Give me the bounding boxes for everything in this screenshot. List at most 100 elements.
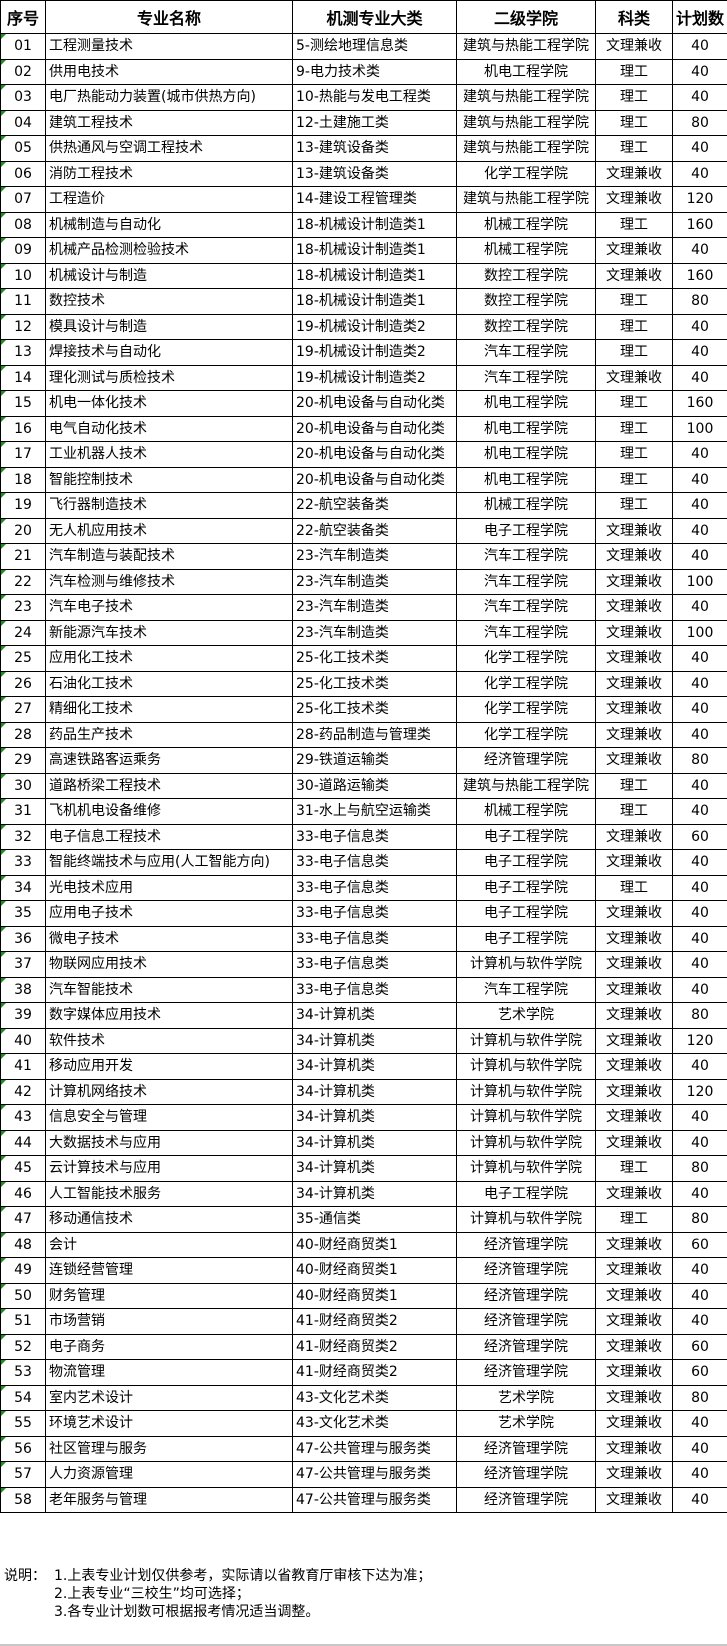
major-name: 社区管理与服务 [45,1435,293,1462]
table-row: 22 汽车检测与维修技术 23-汽车制造类 汽车工程学院 文理兼收 100 [0,568,727,595]
plan-count: 120 [672,186,727,213]
table-row: 50 财务管理 40-财经商贸类1 经济管理学院 文理兼收 40 [0,1282,727,1309]
college: 化学工程学院 [456,721,596,748]
subject-type: 理工 [595,1206,673,1233]
subject-type: 理工 [595,135,673,162]
table-row: 56 社区管理与服务 47-公共管理与服务类 经济管理学院 文理兼收 40 [0,1435,727,1462]
number-as-text-indicator-icon [1,748,6,753]
number-as-text-indicator-icon [1,1156,6,1161]
row-index-text: 10 [14,267,32,284]
table-row: 52 电子商务 41-财经商贸类2 经济管理学院 文理兼收 60 [0,1333,727,1360]
college: 汽车工程学院 [456,594,596,621]
table-row: 37 物联网应用技术 33-电子信息类 计算机与软件学院 文理兼收 40 [0,951,727,978]
college: 机电工程学院 [456,441,596,468]
plan-count: 40 [672,645,727,672]
subject-type: 文理兼收 [595,1486,673,1513]
major-name: 机械设计与制造 [45,262,293,289]
row-index-text: 18 [14,471,32,488]
subject-type: 理工 [595,211,673,238]
row-index: 53 [0,1359,46,1386]
row-index: 41 [0,1053,46,1080]
major-name: 电厂热能动力装置(城市供热方向) [45,84,293,111]
college: 机电工程学院 [456,466,596,493]
number-as-text-indicator-icon [1,1436,6,1442]
notes: 说明： 1.上表专业计划仅供参考，实际请以省教育厅审核下达为准； 2.上表专业“… [4,1567,431,1621]
plan-count: 40 [672,543,727,570]
major-name: 汽车检测与维修技术 [45,568,293,595]
row-index: 48 [0,1231,46,1258]
college: 机电工程学院 [456,390,596,417]
major-name: 会计 [45,1231,293,1258]
row-index: 34 [0,874,46,901]
subject-type: 文理兼收 [595,1461,673,1488]
row-index-text: 09 [14,242,32,259]
major-category: 34-计算机类 [292,1104,457,1131]
major-category: 28-药品制造与管理类 [292,721,457,748]
row-index: 13 [0,339,46,366]
number-as-text-indicator-icon [1,1283,6,1289]
college: 建筑与热能工程学院 [456,135,596,162]
enrollment-plan-table: 序号 专业名称 机测专业大类 二级学院 科类 计划数 01 工程测量技术 5-测绘地… [0,0,727,1513]
table-row: 24 新能源汽车技术 23-汽车制造类 汽车工程学院 文理兼收 100 [0,619,727,646]
row-index: 02 [0,58,46,85]
plan-count: 80 [672,1155,727,1182]
table-row: 29 高速铁路客运乘务 29-铁道运输类 经济管理学院 文理兼收 80 [0,747,727,774]
number-as-text-indicator-icon [1,263,6,269]
college: 电子工程学院 [456,517,596,544]
row-index-text: 48 [14,1236,32,1253]
plan-count: 40 [672,1461,727,1488]
row-index: 46 [0,1180,46,1207]
number-as-text-indicator-icon [1,1181,6,1187]
row-index-text: 08 [14,216,32,233]
number-as-text-indicator-icon [1,1487,6,1493]
major-name: 机械制造与自动化 [45,211,293,238]
major-category: 23-汽车制造类 [292,594,457,621]
row-index-text: 39 [14,1007,32,1024]
row-index-text: 56 [14,1440,32,1457]
number-as-text-indicator-icon [1,416,6,422]
subject-type: 文理兼收 [595,1104,673,1131]
major-category: 23-汽车制造类 [292,543,457,570]
table-row: 49 连锁经营管理 40-财经商贸类1 经济管理学院 文理兼收 40 [0,1257,727,1284]
college: 汽车工程学院 [456,976,596,1003]
plan-count: 160 [672,262,727,289]
number-as-text-indicator-icon [1,1334,6,1340]
row-index-text: 01 [14,38,32,55]
row-index: 32 [0,823,46,850]
major-category: 9-电力技术类 [292,58,457,85]
plan-count: 60 [672,1333,727,1360]
row-index: 42 [0,1078,46,1105]
row-index: 21 [0,543,46,570]
plan-count: 80 [672,109,727,136]
row-index-text: 25 [14,650,32,667]
table-row: 40 软件技术 34-计算机类 计算机与软件学院 文理兼收 120 [0,1027,727,1054]
subject-type: 文理兼收 [595,1410,673,1437]
college: 艺术学院 [456,1002,596,1029]
plan-count: 80 [672,747,727,774]
subject-type: 文理兼收 [595,823,673,850]
number-as-text-indicator-icon [1,595,6,600]
number-as-text-indicator-icon [1,1207,6,1212]
major-category: 19-机械设计制造类2 [292,339,457,366]
number-as-text-indicator-icon [1,136,6,141]
number-as-text-indicator-icon [1,544,6,549]
number-as-text-indicator-icon [1,901,6,906]
table-row: 21 汽车制造与装配技术 23-汽车制造类 汽车工程学院 文理兼收 40 [0,543,727,570]
table-row: 04 建筑工程技术 12-土建施工类 建筑与热能工程学院 理工 80 [0,109,727,136]
table-row: 23 汽车电子技术 23-汽车制造类 汽车工程学院 文理兼收 40 [0,594,727,621]
major-category: 29-铁道运输类 [292,747,457,774]
major-name: 消防工程技术 [45,160,293,187]
row-index: 38 [0,976,46,1003]
college: 经济管理学院 [456,1308,596,1335]
major-category: 34-计算机类 [292,1129,457,1156]
row-index-text: 53 [14,1364,32,1381]
plan-count: 100 [672,415,727,442]
major-name: 数控技术 [45,288,293,315]
row-index: 57 [0,1461,46,1488]
number-as-text-indicator-icon [1,1003,6,1008]
major-category: 33-电子信息类 [292,976,457,1003]
major-name: 智能终端技术与应用(人工智能方向) [45,849,293,876]
major-name: 信息安全与管理 [45,1104,293,1131]
row-index-text: 14 [14,369,32,386]
row-index: 19 [0,492,46,519]
